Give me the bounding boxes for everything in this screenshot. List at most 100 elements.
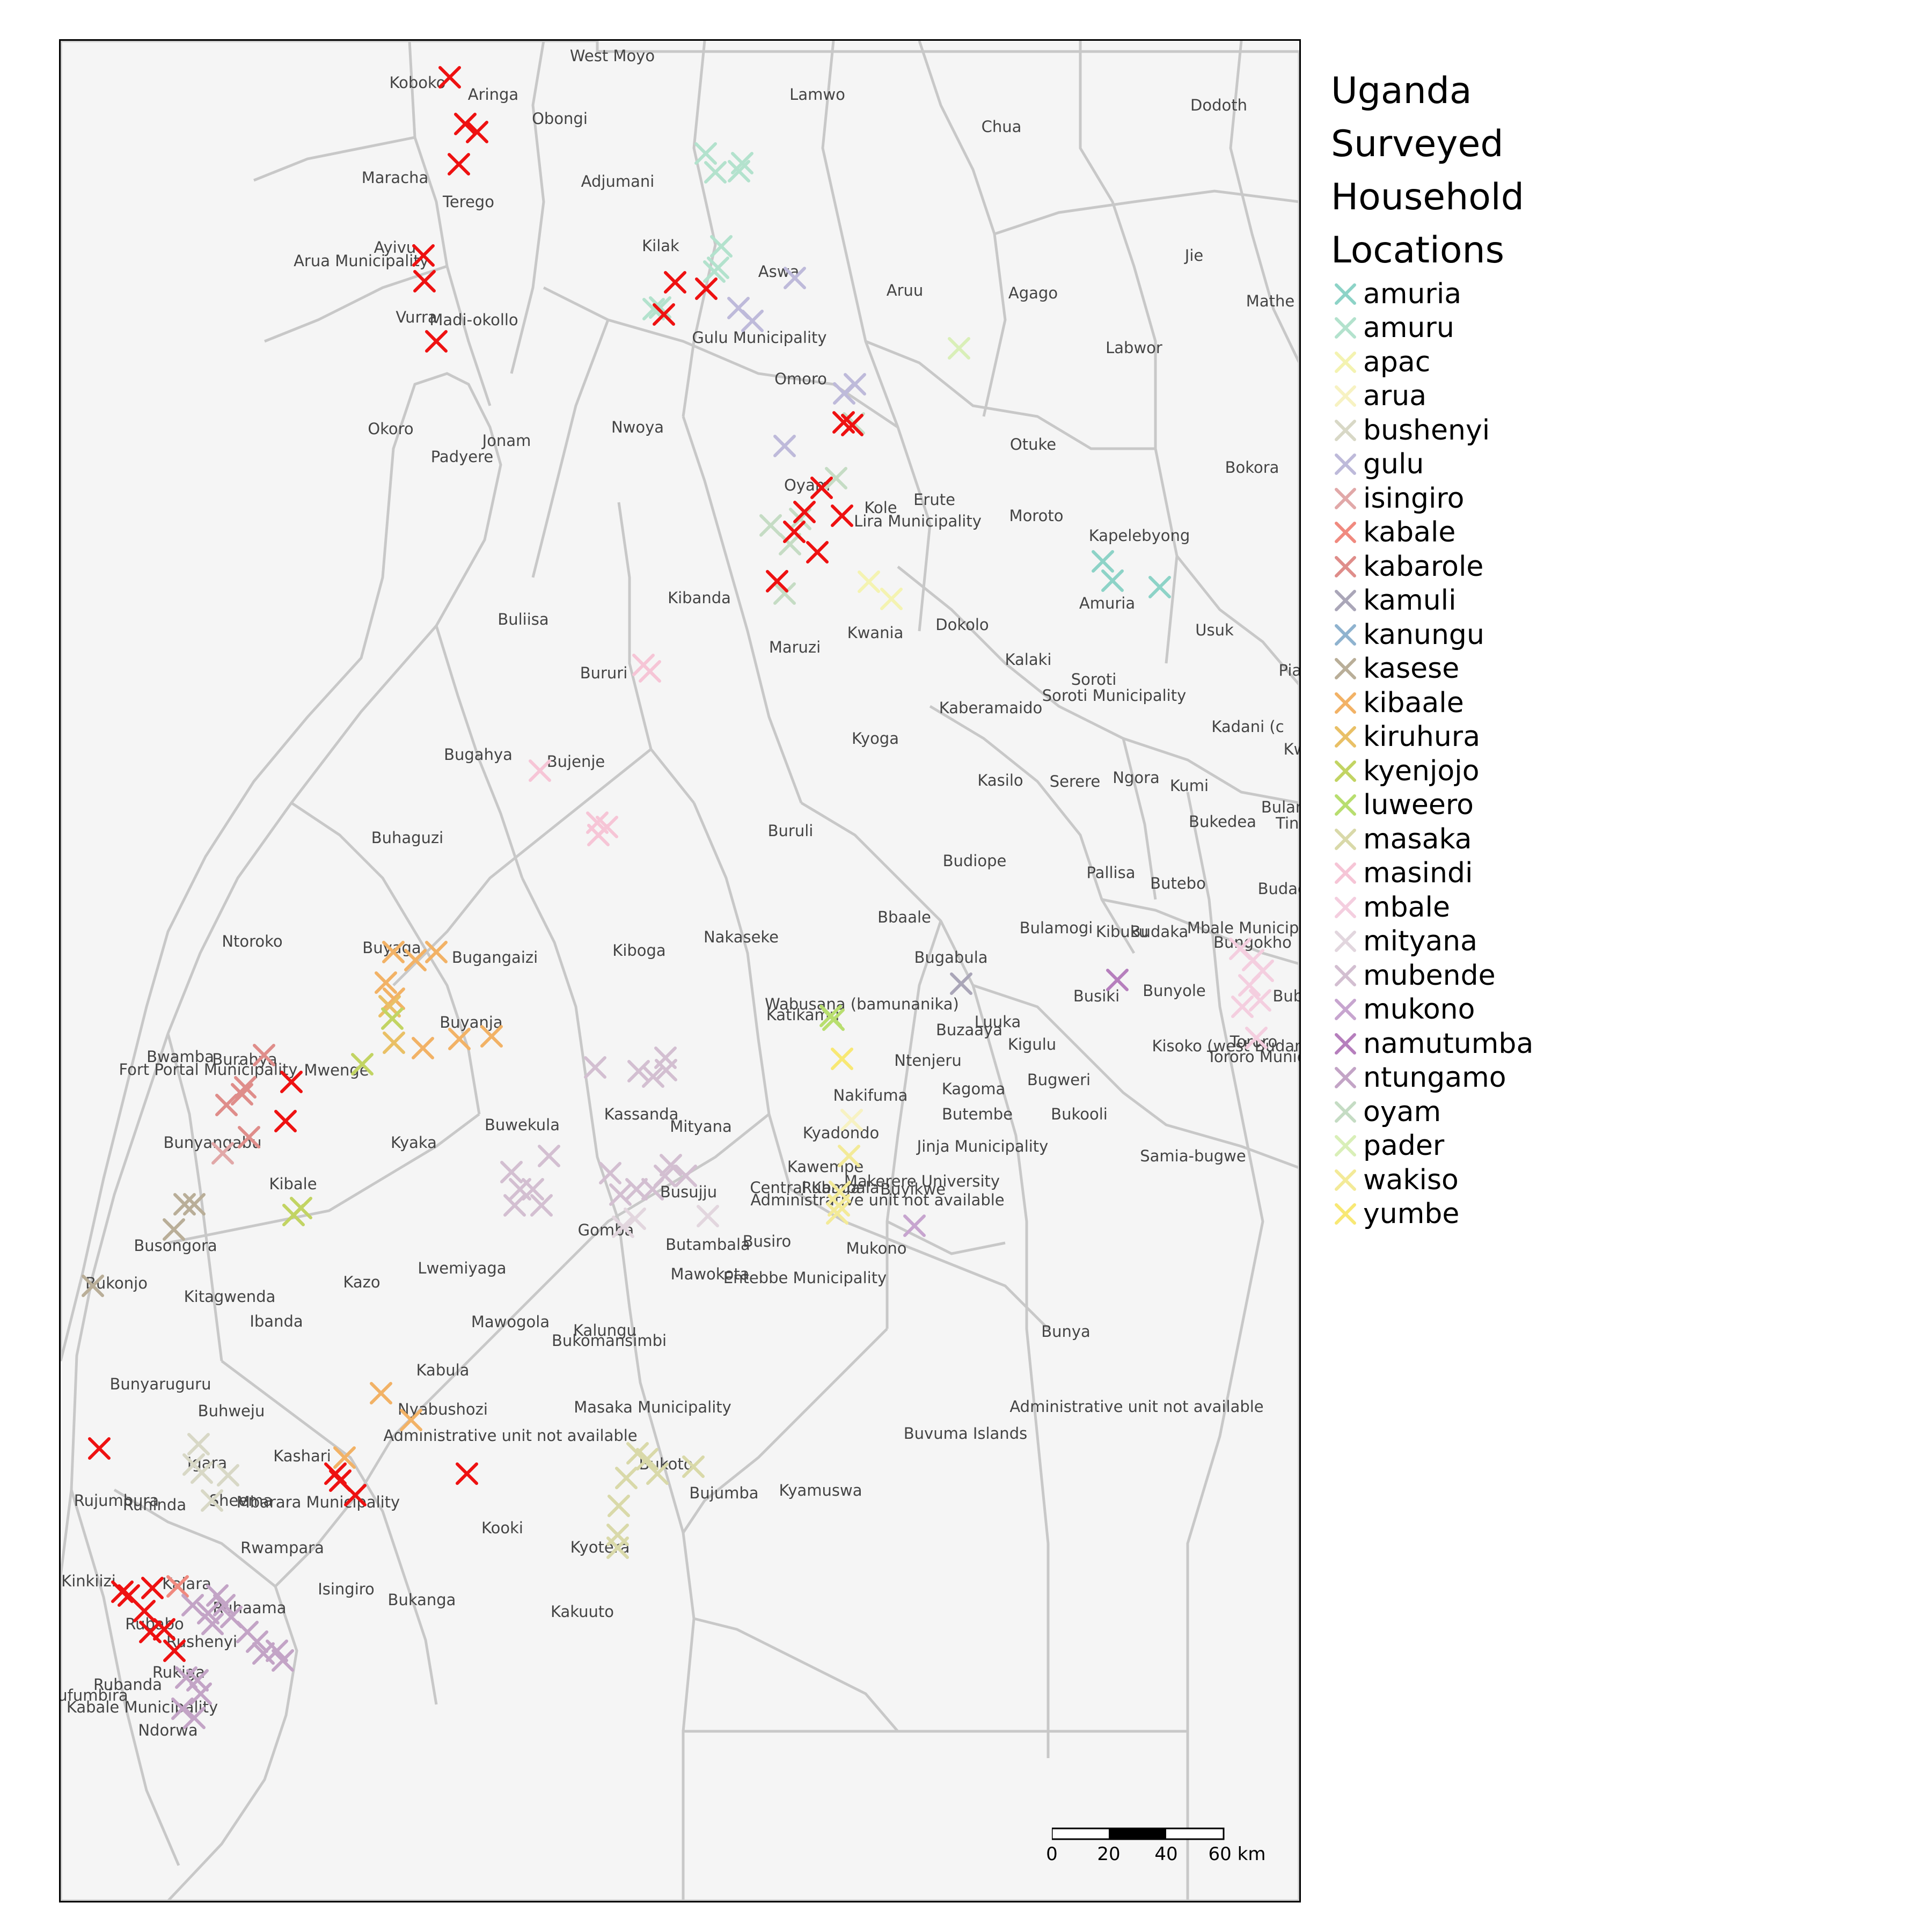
household-marker: [840, 1109, 863, 1131]
household-marker: [784, 267, 806, 289]
district-label: Aringa: [468, 85, 518, 104]
cross-marker-icon: [1335, 726, 1356, 748]
legend-item-label: kamuli: [1363, 584, 1457, 617]
district-label: Kitagwenda: [184, 1287, 276, 1306]
cross-marker-icon: [1335, 590, 1356, 612]
legend-item: isingiro: [1331, 481, 1533, 516]
household-marker: [141, 1577, 164, 1599]
legend-item-label: kibaale: [1363, 686, 1464, 719]
household-marker: [466, 121, 488, 143]
household-marker: [810, 477, 833, 499]
legend-item: kabarole: [1331, 550, 1533, 584]
household-marker: [880, 588, 903, 610]
household-marker: [1106, 969, 1129, 991]
cross-marker-icon: [1335, 283, 1356, 305]
household-marker: [503, 1194, 526, 1217]
district-label: Bukedea: [1189, 813, 1256, 831]
legend-item-label: masaka: [1363, 823, 1472, 855]
household-marker: [682, 1455, 705, 1478]
household-marker: [584, 1056, 606, 1079]
district-label: Kibuku: [1096, 923, 1148, 941]
district-label: Mukono: [846, 1239, 906, 1257]
district-label: Budaka: [1130, 923, 1189, 941]
household-marker: [171, 1697, 194, 1720]
district-label: Nwoya: [611, 418, 664, 436]
district-label: Kyadondo: [803, 1124, 880, 1142]
household-marker: [425, 330, 448, 353]
district-label: Makerere University: [844, 1172, 1000, 1190]
district-label: Kabula: [416, 1361, 470, 1379]
household-marker: [201, 1613, 224, 1635]
household-marker: [710, 235, 733, 258]
household-marker: [187, 1433, 210, 1455]
legend-item-label: kyenjojo: [1363, 755, 1480, 787]
uganda-district-map[interactable]: West Moyo Koboko Aringa Obongi Lamwo Dodoth Ch…: [61, 41, 1299, 1901]
cross-marker-icon: [1335, 1067, 1356, 1089]
district-label: Pallisa: [1086, 863, 1135, 882]
district-label: Kalaki: [1005, 650, 1052, 669]
household-marker: [82, 1275, 104, 1297]
legend-item: kasese: [1331, 652, 1533, 686]
household-marker: [606, 1536, 629, 1559]
household-marker: [641, 1178, 664, 1201]
district-label: Kalungu: [573, 1321, 636, 1340]
household-marker: [412, 1037, 434, 1059]
household-marker: [201, 1489, 223, 1512]
household-marker: [253, 1044, 275, 1066]
district-label: Nyabushozi: [398, 1400, 488, 1418]
household-marker: [599, 1162, 621, 1184]
district-label: Bujumba: [689, 1484, 758, 1502]
legend-item: mukono: [1331, 993, 1533, 1027]
cross-marker-icon: [1335, 862, 1356, 884]
legend-item: masaka: [1331, 822, 1533, 857]
household-marker: [425, 941, 448, 963]
district-label: Bururi: [580, 664, 628, 682]
household-marker: [480, 1025, 503, 1048]
district-label: Butebo: [1150, 874, 1206, 892]
district-label: Buyikwe: [880, 1180, 946, 1198]
legend-title-line: Surveyed: [1331, 123, 1504, 165]
cross-marker-icon: [1335, 555, 1356, 577]
household-marker: [615, 1467, 638, 1489]
legend-item-label: mityana: [1363, 925, 1477, 958]
household-marker: [266, 1640, 288, 1662]
legend-item: masindi: [1331, 857, 1533, 891]
cross-marker-icon: [1335, 999, 1356, 1021]
district-label: Buruli: [768, 822, 814, 840]
household-marker: [1092, 550, 1114, 573]
legend-item-label: mukono: [1363, 993, 1475, 1026]
lake-edge: [682, 1730, 1189, 1901]
household-marker: [166, 1575, 189, 1598]
map-frame[interactable]: West Moyo Koboko Aringa Obongi Lamwo Dodoth Ch…: [59, 39, 1301, 1902]
district-label: Bungokho: [1213, 933, 1292, 952]
household-marker: [793, 501, 816, 523]
scale-tick-label: 60 km: [1208, 1843, 1266, 1865]
household-marker: [1101, 569, 1124, 592]
district-label: Bugabula: [914, 948, 987, 967]
household-marker: [383, 1031, 405, 1054]
household-marker: [829, 1181, 851, 1203]
legend-item: mbale: [1331, 890, 1533, 925]
district-label: Ibanda: [250, 1312, 303, 1330]
district-boundaries: [61, 41, 1299, 1901]
household-marker: [181, 1594, 204, 1616]
district-label: Kole: [864, 499, 897, 517]
district-label: Bulamogi: [1020, 919, 1093, 937]
district-label: Isingiro: [318, 1580, 375, 1598]
district-label: Ayivu: [374, 238, 416, 257]
district-label: Soroti Municipality: [1042, 686, 1187, 705]
legend-item-label: isingiro: [1363, 482, 1465, 515]
legend-item: kanungu: [1331, 618, 1533, 652]
district-label: Nakaseke: [704, 928, 779, 946]
district-label: Wabusana (bamunanika): [765, 995, 959, 1013]
legend-item: apac: [1331, 345, 1533, 379]
cross-marker-icon: [1335, 419, 1356, 441]
legend-item-label: kiruhura: [1363, 721, 1481, 753]
district-label: Otuke: [1010, 435, 1056, 453]
district-label: Buhaguzi: [371, 829, 444, 847]
district-label: Bunya: [1041, 1322, 1091, 1341]
cross-marker-icon: [1335, 1033, 1356, 1055]
legend-item-label: arua: [1363, 380, 1427, 413]
legend-item-label: wakiso: [1363, 1163, 1459, 1196]
cross-marker-icon: [1335, 1169, 1356, 1191]
